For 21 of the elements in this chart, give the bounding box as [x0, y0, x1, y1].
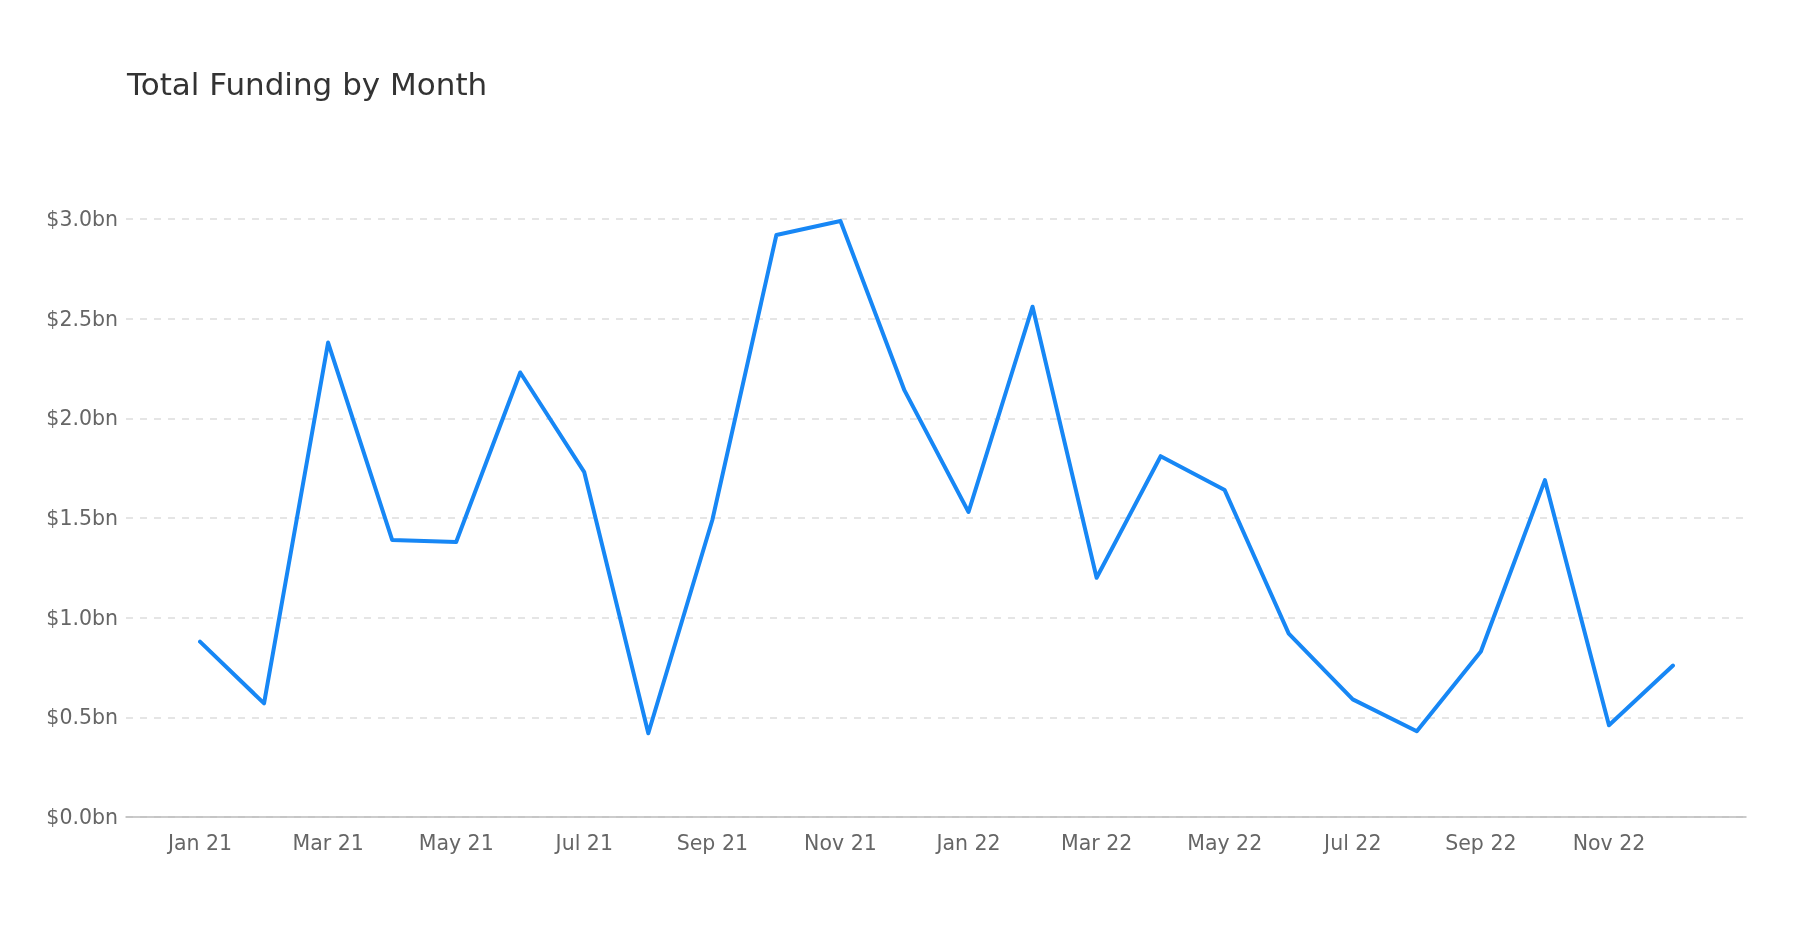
- x-tick-label: Sep 22: [1445, 830, 1517, 855]
- y-tick-label: $3.0bn: [46, 207, 118, 231]
- y-tick-label: $1.5bn: [46, 506, 118, 530]
- x-tick-label: Jan 21: [165, 830, 233, 855]
- x-tick-label: Nov 21: [804, 830, 877, 855]
- chart-title: Total Funding by Month: [126, 65, 488, 102]
- x-tick-label: Sep 21: [676, 830, 748, 855]
- y-tick-label: $2.5bn: [46, 306, 118, 331]
- x-tick-label: May 22: [1187, 830, 1263, 855]
- x-tick-label: May 21: [418, 830, 494, 855]
- y-tick-label: $1.0bn: [46, 605, 118, 630]
- y-tick-label: $2.0bn: [46, 406, 118, 431]
- x-tick-label: Mar 22: [1060, 830, 1133, 855]
- x-tick-label: Nov 22: [1572, 830, 1646, 855]
- x-tick-label: Jul 21: [553, 830, 613, 855]
- line-series: [198, 218, 1675, 736]
- x-tick-label: Mar 21: [292, 830, 364, 855]
- x-tick-label: Jan 22: [934, 830, 1001, 855]
- y-tick-label: $0.5bn: [46, 705, 118, 730]
- y-tick-label: $0.0bn: [46, 805, 118, 829]
- x-tick-label: Jul 22: [1322, 830, 1382, 855]
